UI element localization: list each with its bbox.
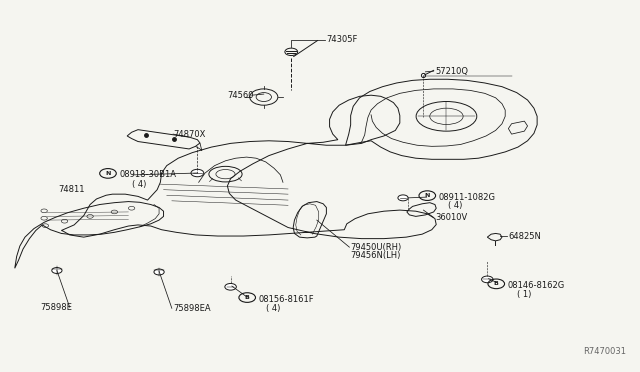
Text: N: N bbox=[424, 193, 430, 198]
Circle shape bbox=[398, 195, 408, 201]
Text: R7470031: R7470031 bbox=[584, 347, 627, 356]
Text: ( 1): ( 1) bbox=[516, 290, 531, 299]
Text: 57210Q: 57210Q bbox=[435, 67, 468, 76]
Text: N: N bbox=[106, 171, 111, 176]
Text: B: B bbox=[244, 295, 250, 300]
Text: 08146-8162G: 08146-8162G bbox=[508, 281, 565, 290]
Text: 74305F: 74305F bbox=[326, 35, 358, 44]
Circle shape bbox=[154, 269, 164, 275]
Text: 74560: 74560 bbox=[227, 91, 254, 100]
Text: B: B bbox=[494, 281, 499, 286]
Text: ( 4): ( 4) bbox=[132, 180, 146, 189]
Text: 74870X: 74870X bbox=[173, 129, 205, 139]
Text: 79450U(RH): 79450U(RH) bbox=[351, 243, 402, 251]
Text: ( 4): ( 4) bbox=[266, 304, 280, 313]
Text: 75898E: 75898E bbox=[40, 303, 72, 312]
Circle shape bbox=[191, 169, 204, 177]
Text: 08911-1082G: 08911-1082G bbox=[439, 193, 496, 202]
Circle shape bbox=[52, 267, 62, 273]
Text: 75898EA: 75898EA bbox=[173, 304, 211, 313]
Circle shape bbox=[481, 276, 493, 283]
Text: ( 4): ( 4) bbox=[448, 201, 462, 210]
Text: 64825N: 64825N bbox=[508, 231, 541, 241]
Text: 08156-8161F: 08156-8161F bbox=[259, 295, 314, 304]
Text: 08918-30B1A: 08918-30B1A bbox=[120, 170, 177, 179]
Text: 36010V: 36010V bbox=[435, 213, 467, 222]
Text: 79456N(LH): 79456N(LH) bbox=[351, 251, 401, 260]
Circle shape bbox=[225, 283, 236, 290]
Text: 74811: 74811 bbox=[58, 185, 84, 194]
